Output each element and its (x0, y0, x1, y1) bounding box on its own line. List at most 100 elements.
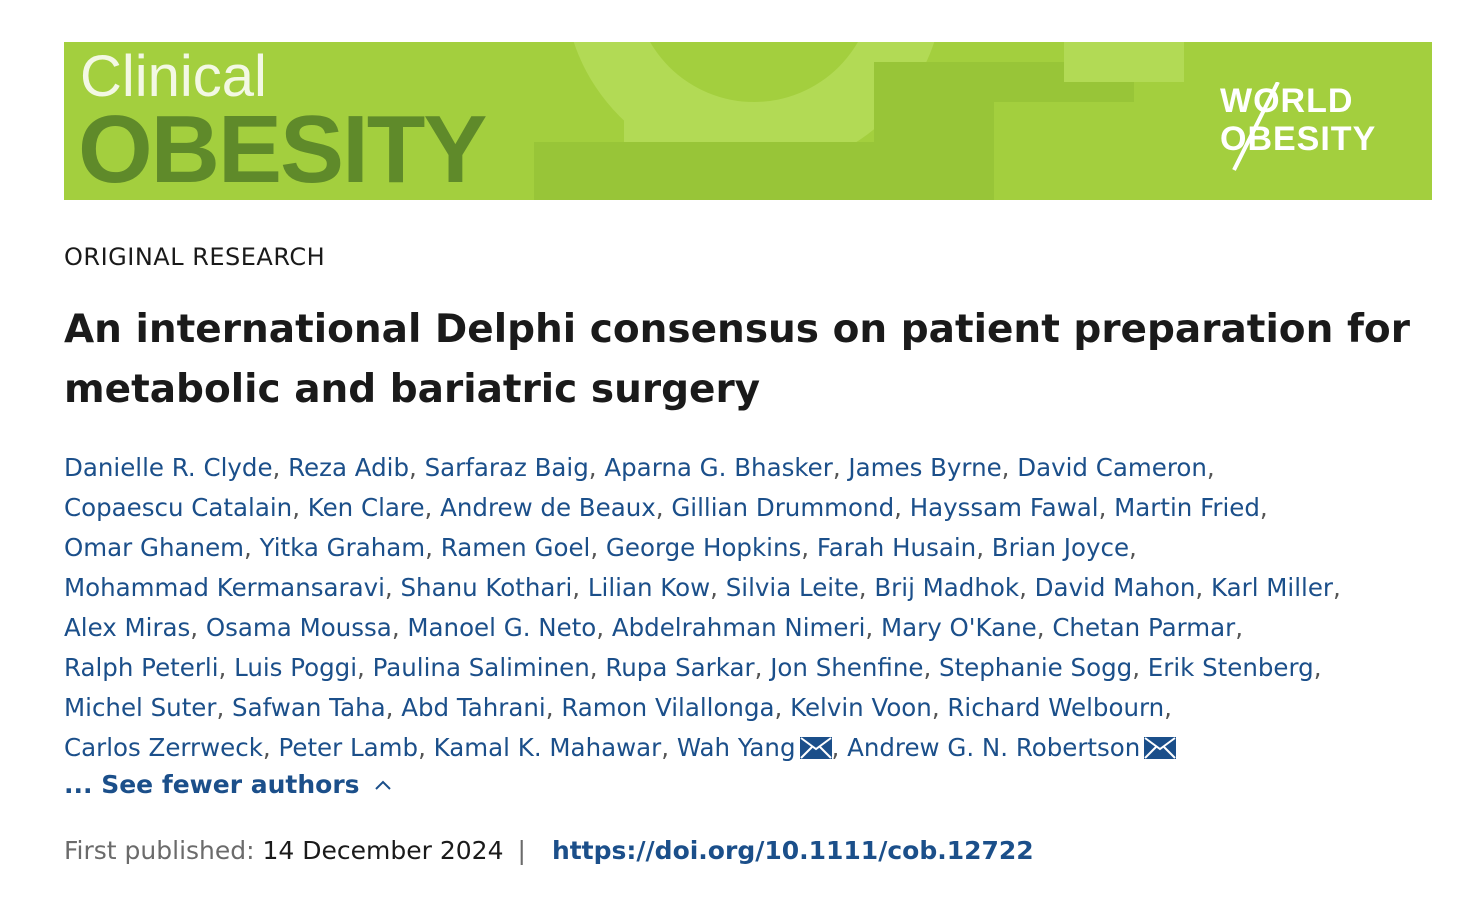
see-fewer-authors-label: ... See fewer authors (64, 770, 360, 799)
author-link[interactable]: Erik Stenberg (1147, 653, 1314, 682)
author-separator: , (1164, 693, 1172, 722)
author-link[interactable]: Reza Adib (288, 453, 410, 482)
author-link[interactable]: Yitka Graham (259, 533, 426, 562)
author-link[interactable]: Silvia Leite (725, 573, 859, 602)
author-link[interactable]: Brian Joyce (991, 533, 1130, 562)
world-obesity-logo-line2: OBESITY (1220, 120, 1377, 158)
author-link[interactable]: Richard Welbourn (947, 693, 1165, 722)
author-separator: , (216, 693, 233, 722)
author-link[interactable]: Ken Clare (307, 493, 425, 522)
author-separator: , (1333, 573, 1341, 602)
author-separator: , (661, 733, 677, 762)
author-link[interactable]: Luis Poggi (234, 653, 358, 682)
author-link[interactable]: Osama Moussa (205, 613, 392, 642)
author-link[interactable]: Peter Lamb (278, 733, 419, 762)
author-separator: , (1313, 653, 1322, 682)
author-separator: , (1019, 573, 1035, 602)
author-link[interactable]: Mohammad Kermansaravi (64, 573, 385, 602)
author-separator: , (1259, 493, 1268, 522)
author-link[interactable]: Alex Miras (64, 613, 191, 642)
author-separator: , (357, 653, 373, 682)
author-separator: , (801, 533, 817, 562)
author-separator: , (655, 493, 672, 522)
see-fewer-authors-button[interactable]: ... See fewer authors (64, 768, 392, 799)
author-link[interactable]: Andrew G. N. Robertson (847, 733, 1141, 762)
author-link[interactable]: Safwan Taha (232, 693, 386, 722)
author-link[interactable]: Brij Madhok (874, 573, 1020, 602)
author-separator: , (754, 653, 771, 682)
author-link[interactable]: Wah Yang (676, 733, 796, 762)
author-separator: , (1098, 493, 1115, 522)
author-separator: , (588, 453, 605, 482)
author-link[interactable]: Ramon Vilallonga (561, 693, 775, 722)
author-link[interactable]: Shanu Kothari (400, 573, 573, 602)
author-link[interactable]: David Cameron (1017, 453, 1207, 482)
author-link[interactable]: Carlos Zerrweck (64, 733, 263, 762)
author-link[interactable]: Rupa Sarkar (605, 653, 755, 682)
author-separator: , (190, 613, 206, 642)
article-title: An international Delphi consensus on pat… (64, 307, 1410, 412)
author-link[interactable]: Kelvin Voon (790, 693, 932, 722)
author-separator: , (1036, 613, 1053, 642)
author-link[interactable]: David Mahon (1034, 573, 1196, 602)
envelope-icon[interactable] (799, 731, 832, 771)
author-separator: , (244, 533, 260, 562)
world-obesity-slash-icon (1232, 82, 1280, 171)
author-separator: , (1235, 613, 1244, 642)
author-link[interactable]: Martin Fried (1114, 493, 1260, 522)
author-link[interactable]: Lilian Kow (587, 573, 711, 602)
author-link[interactable]: George Hopkins (605, 533, 802, 562)
author-separator: , (831, 733, 848, 762)
author-link[interactable]: Omar Ghanem (64, 533, 245, 562)
author-separator: , (1129, 533, 1137, 562)
author-link[interactable]: Farah Husain (816, 533, 977, 562)
author-separator: , (545, 693, 562, 722)
author-separator: , (418, 733, 434, 762)
author-separator: , (425, 533, 441, 562)
author-link[interactable]: Abdelrahman Nimeri (611, 613, 866, 642)
author-separator: , (391, 613, 408, 642)
envelope-icon[interactable] (1144, 731, 1177, 771)
author-link[interactable]: Paulina Saliminen (372, 653, 590, 682)
world-obesity-logo[interactable]: WORLD OBESITY (1220, 82, 1410, 172)
author-separator: , (832, 453, 849, 482)
author-separator: , (931, 693, 948, 722)
author-separator: , (572, 573, 588, 602)
author-separator: , (272, 453, 289, 482)
author-separator: , (1132, 653, 1148, 682)
author-link[interactable]: Michel Suter (64, 693, 217, 722)
author-link[interactable]: Mary O'Kane (880, 613, 1037, 642)
author-link[interactable]: Aparna G. Bhasker (604, 453, 833, 482)
author-link[interactable]: Sarfaraz Baig (424, 453, 589, 482)
author-link[interactable]: James Byrne (848, 453, 1002, 482)
author-link[interactable]: Copaescu Catalain (64, 493, 293, 522)
author-link[interactable]: Chetan Parmar (1052, 613, 1236, 642)
author-link[interactable]: Danielle R. Clyde (64, 453, 273, 482)
author-link[interactable]: Ramen Goel (440, 533, 591, 562)
chevron-up-icon (374, 768, 392, 797)
author-link[interactable]: Ralph Peterli (64, 653, 219, 682)
author-link[interactable]: Kamal K. Mahawar (433, 733, 662, 762)
journal-banner[interactable]: Clinical OBESITY WORLD OBESITY (64, 42, 1432, 200)
author-link[interactable]: Gillian Drummond (671, 493, 895, 522)
author-link[interactable]: Abd Tahrani (401, 693, 546, 722)
author-separator: , (262, 733, 279, 762)
author-separator: , (384, 573, 401, 602)
author-link[interactable]: Andrew de Beaux (440, 493, 656, 522)
author-list: Danielle R. Clyde, Reza Adib, Sarfaraz B… (64, 448, 1444, 771)
world-obesity-logo-line1: WORLD (1220, 82, 1354, 120)
author-separator: , (589, 653, 606, 682)
doi-link[interactable]: https://doi.org/10.1111/cob.12722 (551, 836, 1034, 865)
author-link[interactable]: Karl Miller (1210, 573, 1333, 602)
author-separator: , (865, 613, 881, 642)
author-link[interactable]: Hayssam Fawal (909, 493, 1099, 522)
article-category: ORIGINAL RESEARCH (64, 243, 326, 271)
author-link[interactable]: Jon Shenfine (770, 653, 924, 682)
journal-name-clinical: Clinical (80, 44, 267, 109)
author-separator: , (774, 693, 791, 722)
author-link[interactable]: Stephanie Sogg (939, 653, 1133, 682)
author-separator: , (1195, 573, 1211, 602)
journal-name-obesity: OBESITY (78, 96, 487, 200)
separator: | (517, 836, 526, 865)
author-link[interactable]: Manoel G. Neto (407, 613, 597, 642)
